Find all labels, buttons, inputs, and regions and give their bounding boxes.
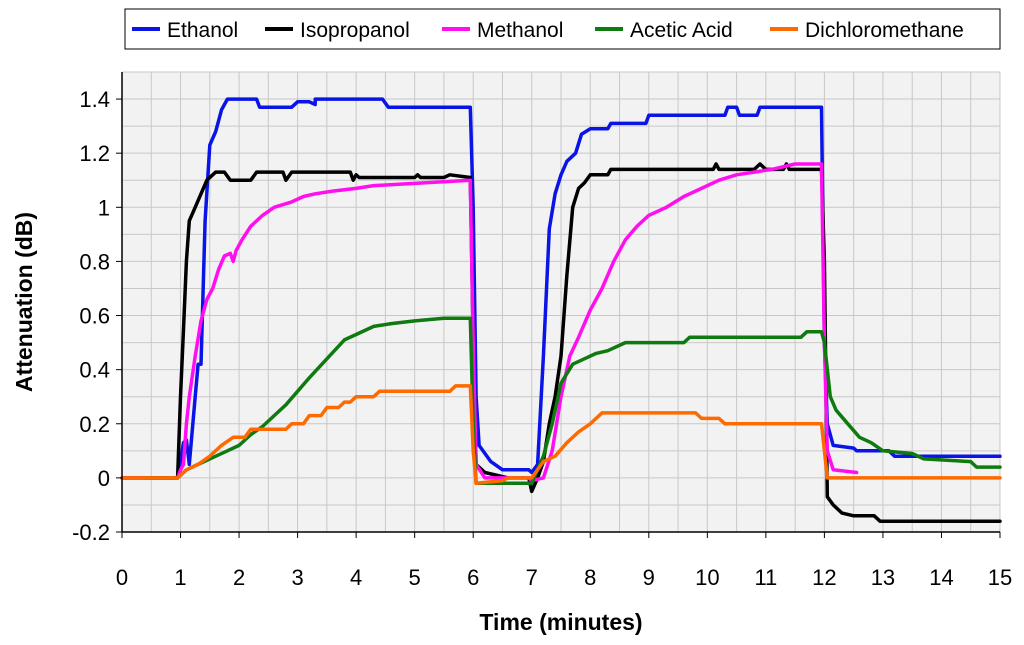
x-tick-label: 4 — [350, 565, 362, 590]
legend-label: Dichloromethane — [805, 19, 964, 42]
x-tick-label: 11 — [754, 565, 777, 590]
x-tick-labels: 0 1 2 3 4 5 6 7 8 9 10 11 12 13 14 15 — [116, 565, 1012, 590]
y-tick-label: -0.2 — [72, 520, 110, 545]
series-line-ethanol — [120, 97, 1002, 480]
x-tick-label: 15 — [988, 565, 1012, 590]
x-tick-label: 8 — [584, 565, 596, 590]
y-tick-label: 1 — [98, 195, 110, 220]
x-tick-label: 14 — [929, 565, 953, 590]
x-tick-label: 0 — [116, 565, 128, 590]
y-tick-label: 1.4 — [79, 87, 110, 112]
y-tick-label: 0.8 — [79, 249, 110, 274]
x-axis-label: Time (minutes) — [479, 609, 642, 635]
y-tick-label: 0.6 — [79, 304, 110, 329]
y-tick-labels: -0.2 0 0.2 0.4 0.6 0.8 1 1.2 1.4 — [72, 87, 110, 545]
x-tick-label: 6 — [467, 565, 479, 590]
series-line-dichloromethane — [120, 384, 1002, 486]
legend-label: Methanol — [477, 19, 563, 42]
x-tick-label: 2 — [233, 565, 245, 590]
x-tick-label: 7 — [526, 565, 538, 590]
y-tick-label: 1.2 — [79, 141, 110, 166]
x-tick-label: 13 — [871, 565, 895, 590]
legend-label: Acetic Acid — [630, 19, 733, 42]
y-tick-label: 0.2 — [79, 412, 110, 437]
x-tick-label: 12 — [812, 565, 836, 590]
x-tick-label: 5 — [409, 565, 421, 590]
series-line-acetic-acid — [143, 316, 1002, 486]
legend-label: Ethanol — [167, 19, 238, 42]
series-line-methanol — [120, 162, 859, 483]
legend: Ethanol Isopropanol Methanol Acetic Acid Dic… — [124, 8, 1001, 50]
legend-label: Isopropanol — [300, 19, 410, 42]
x-tick-label: 1 — [174, 565, 186, 590]
y-tick-label: 0 — [98, 466, 110, 491]
x-tick-label: 3 — [291, 565, 303, 590]
y-axis-label: Attenuation (dB) — [11, 212, 37, 392]
y-tick-label: 0.4 — [79, 358, 110, 383]
x-tick-label: 9 — [643, 565, 655, 590]
axes — [116, 72, 1001, 538]
x-tick-label: 10 — [695, 565, 719, 590]
series-group — [120, 97, 1002, 523]
